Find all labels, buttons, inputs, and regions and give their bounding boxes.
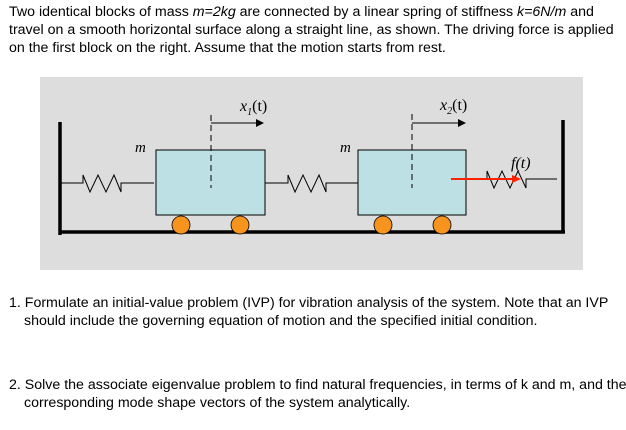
diagram-background — [40, 77, 583, 270]
force-arrowhead-icon — [512, 175, 521, 183]
intro-text: are connected by a linear spring of stif… — [235, 4, 518, 20]
stiffness-value: k=6N/m — [517, 4, 567, 20]
x2-label: x2(t) — [439, 97, 467, 117]
wheel — [171, 215, 191, 235]
intro-text: and travel on a smooth horizontal surfac… — [9, 4, 614, 56]
wheel — [373, 215, 393, 235]
wheel — [432, 215, 452, 235]
question-2: 2. Solve the associate eigenvalue proble… — [9, 377, 626, 411]
mass-label-1: m — [135, 140, 146, 156]
x1-arrowhead-icon — [256, 119, 264, 127]
intro-text: Two identical blocks of mass — [9, 4, 193, 20]
mass-value: m=2kg — [192, 4, 236, 20]
wheel — [230, 215, 250, 235]
spring-left — [61, 173, 154, 194]
block-2 — [357, 149, 467, 216]
force-label: f(t) — [511, 155, 531, 172]
x1-label: x1(t) — [239, 98, 267, 118]
problem-statement: Two identical blocks of mass m=2kg are c… — [9, 3, 621, 57]
x2-arrowhead-icon — [458, 119, 466, 127]
spring-middle — [265, 173, 358, 194]
mass-label-2: m — [340, 140, 351, 156]
question-1: 1. Formulate an initial-value problem (I… — [9, 295, 609, 329]
